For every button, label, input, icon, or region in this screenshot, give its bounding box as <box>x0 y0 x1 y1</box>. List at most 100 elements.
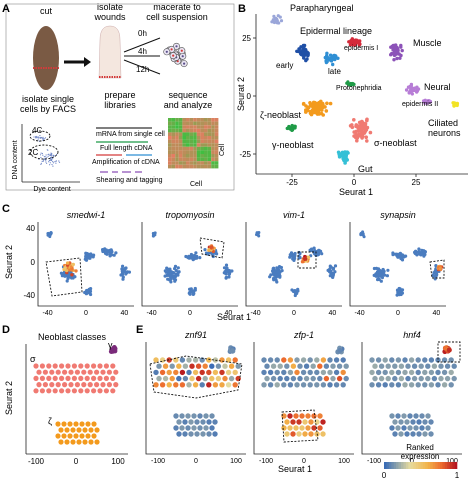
b-point-epidermal-late <box>332 56 336 60</box>
lib-step-3: Amplification of cDNA <box>92 159 160 166</box>
c-point <box>49 231 53 234</box>
e-point <box>413 413 419 419</box>
e-point <box>327 369 333 376</box>
e-point <box>320 419 326 425</box>
facs-event <box>37 139 39 141</box>
heatmap-cell <box>204 128 208 133</box>
heatmap-cell <box>171 118 176 122</box>
heatmap-cell <box>168 161 172 165</box>
e-point <box>212 382 219 388</box>
d-point-sigma <box>97 388 103 394</box>
heatmap-cell <box>175 157 179 162</box>
dye-axis-label: Dye content <box>33 186 70 193</box>
d-point-zeta <box>79 421 85 427</box>
c-point <box>396 290 400 294</box>
b-point-muscle <box>392 52 396 56</box>
b-point-sigma-neoblast <box>359 125 364 130</box>
e-point <box>435 382 441 388</box>
c-xtick: 40 <box>433 310 441 317</box>
b-point-neural <box>415 88 420 92</box>
c-point <box>169 280 173 284</box>
heatmap-cell <box>214 118 219 122</box>
heatmap-cell <box>200 128 204 133</box>
facs-scatter <box>33 135 61 167</box>
legend-swatch <box>437 462 441 469</box>
heatmap-cell <box>175 139 179 144</box>
e-point <box>281 382 287 388</box>
e-point <box>441 382 448 388</box>
e-point <box>290 431 296 437</box>
e-point <box>287 425 293 431</box>
heatmap-cell <box>171 143 176 147</box>
facs-label: isolate single cells by FACS <box>20 94 76 114</box>
heatmap-cell <box>207 118 212 122</box>
label-early: early <box>276 61 293 70</box>
b-point-parapharyngeal <box>275 18 279 22</box>
c-point <box>394 252 398 256</box>
e-point <box>317 363 323 369</box>
d-point-sigma <box>84 363 90 369</box>
d-point-sigma <box>65 375 71 381</box>
e-point <box>300 382 307 388</box>
facs-event <box>36 135 38 138</box>
e-point <box>419 413 425 419</box>
c-point <box>167 270 171 275</box>
e-point <box>296 431 302 437</box>
e-point <box>389 357 395 363</box>
c-point <box>172 271 176 275</box>
e-point <box>195 363 202 369</box>
c-point <box>271 267 275 271</box>
time-4h: 4h <box>138 47 147 56</box>
b-point-sigma-neoblast <box>365 139 369 143</box>
heatmap-cell <box>214 157 219 162</box>
d-point-sigma <box>78 375 84 381</box>
e-point <box>209 425 215 431</box>
b-point-protonephridia <box>346 82 350 86</box>
d-point-sigma <box>62 382 68 388</box>
b-point-sigma-neoblast <box>352 118 356 122</box>
heatmap-cell <box>207 146 212 151</box>
e-point <box>277 363 283 369</box>
heatmap-cell <box>196 139 201 144</box>
e-point <box>389 413 395 419</box>
d-point-sigma <box>87 382 93 388</box>
e-point <box>179 369 186 376</box>
e-point <box>425 363 431 369</box>
facs-event <box>51 154 53 156</box>
e-point <box>407 413 413 419</box>
facs-event <box>51 153 53 155</box>
e-point <box>340 382 346 388</box>
dna-axis-label: DNA content <box>12 140 19 179</box>
heatmap-cell <box>196 146 201 151</box>
heatmap-cell <box>196 154 201 158</box>
heatmap-cell <box>200 164 204 169</box>
c-point <box>381 270 386 275</box>
heatmap-cell <box>189 132 194 136</box>
facs-event <box>42 138 44 140</box>
c-point <box>289 254 293 258</box>
heatmap-cell <box>186 136 190 140</box>
heatmap-cell <box>186 161 190 165</box>
heatmap-cell <box>211 164 215 169</box>
e-xlabel: Seurat 1 <box>278 464 312 474</box>
d-point-zeta <box>73 421 79 427</box>
heatmap-cell <box>178 143 183 147</box>
c-point <box>89 292 93 297</box>
heatmap-cell <box>178 164 183 169</box>
c-point <box>177 270 181 274</box>
heatmap-cell <box>207 164 212 169</box>
facs-event <box>37 136 39 138</box>
e-point <box>307 369 313 376</box>
heatmap-cell <box>168 139 172 144</box>
facs-event <box>40 163 42 165</box>
heatmap-cell <box>214 164 219 169</box>
b-point-zeta-neoblast <box>310 108 315 112</box>
e-point <box>317 375 323 382</box>
heatmap-cell <box>193 118 197 122</box>
d-point-sigma <box>71 363 77 369</box>
d-point-zeta <box>82 427 88 433</box>
d-point-zeta <box>79 433 85 439</box>
e-point <box>401 425 407 431</box>
e-axes <box>145 342 246 455</box>
heatmap-cell <box>200 150 204 154</box>
